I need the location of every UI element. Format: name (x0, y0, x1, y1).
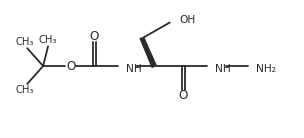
Text: NH: NH (126, 64, 142, 74)
Text: OH: OH (180, 14, 196, 25)
Text: CH₃: CH₃ (15, 85, 33, 95)
Text: CH₃: CH₃ (15, 37, 33, 47)
Text: O: O (66, 59, 75, 73)
Text: CH₃: CH₃ (39, 35, 57, 45)
Text: NH₂: NH₂ (256, 64, 276, 74)
Text: NH: NH (215, 64, 231, 74)
Polygon shape (140, 38, 156, 67)
Text: O: O (178, 89, 188, 102)
Text: O: O (89, 30, 99, 43)
